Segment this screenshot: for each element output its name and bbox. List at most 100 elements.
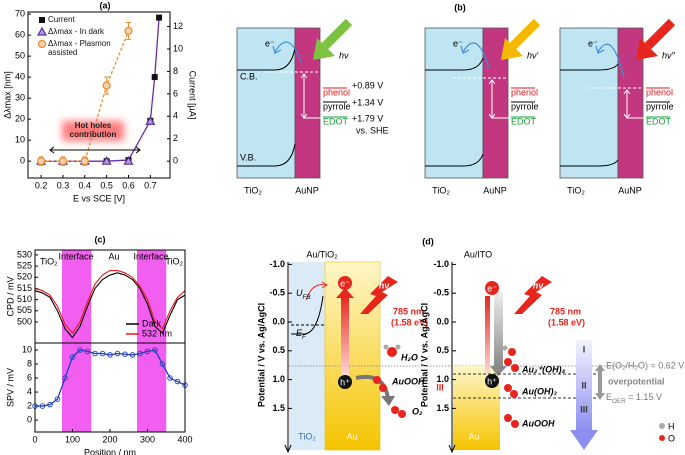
data-point (37, 157, 46, 166)
data-point (144, 348, 151, 355)
semiconductor (236, 27, 296, 179)
wavelength-label: 785 nm (550, 306, 581, 316)
data-point (167, 375, 173, 381)
axis-tick-label: 0.0 (272, 316, 285, 326)
photon-arrow (509, 18, 541, 50)
diagram-title: Au/TiO₂ (306, 249, 338, 259)
data-point (145, 116, 156, 125)
axis-tick-label: 1.5 (272, 403, 285, 413)
atom (504, 414, 512, 422)
y2-tick-label: 6 (173, 88, 178, 98)
species-label: Au(OH)₃ (521, 386, 557, 396)
data-point (62, 375, 68, 381)
molecule-label: EDOT (646, 116, 672, 126)
data-point (174, 378, 181, 385)
legend-label: 532 nm (142, 328, 172, 338)
panel-label: (a) (100, 0, 111, 10)
legend-label: Δλmax - In dark (48, 27, 105, 36)
series-line (41, 30, 130, 162)
carrier-label: e⁻ (487, 283, 497, 293)
fermi-label: EF (296, 328, 307, 341)
data-point (137, 350, 143, 357)
annotation-box: Hot holes contribution (69, 121, 117, 139)
stage-label: III (436, 382, 444, 392)
diagram-title: Au/ITO (464, 249, 492, 259)
plot-frame (34, 342, 186, 433)
y-tick-label: 20 (15, 114, 25, 124)
atom (387, 347, 397, 357)
atom (511, 364, 519, 372)
photon-arrow-head (313, 38, 335, 60)
data-point (124, 26, 133, 36)
equilibrium-label: E(O₂/H₂O) = 0.62 V (606, 360, 684, 370)
reaction-arrow-head (570, 430, 598, 450)
carrier (485, 374, 499, 388)
highlight-band (62, 250, 92, 432)
transfer-arrow-head (381, 396, 395, 406)
y-tick-label: 0 (20, 156, 25, 166)
y-tick-label: 50 (15, 51, 25, 61)
valence-band (560, 159, 619, 167)
data-point (102, 81, 111, 90)
y2-axis-label: Current [µA] (188, 71, 198, 120)
y-tick-label: 4 (27, 386, 32, 396)
atom-legend-label: H (668, 421, 675, 431)
x-tick-label: 0.4 (79, 180, 92, 190)
axis-tick-label: 0.5 (272, 345, 285, 355)
carrier (485, 281, 499, 295)
photon-arrow (644, 18, 676, 50)
annotation: Interface (133, 251, 168, 261)
metal-label: Au (468, 431, 479, 441)
atom (379, 384, 387, 392)
axis-tick-label: 0.5 (436, 345, 449, 355)
y-tick-label: 505 (17, 305, 32, 315)
species-label: O₂ (412, 406, 423, 416)
legend-label: Dark (142, 318, 162, 328)
y-tick-label: 515 (17, 283, 32, 293)
potential-label: +1.79 V (352, 113, 383, 123)
molecule-label: phenol (323, 87, 350, 97)
x-tick-label: 0.2 (35, 180, 48, 190)
overpotential-arrow-head (595, 393, 605, 400)
annotation: TiO₂ (40, 256, 58, 266)
photon-arrow-head (501, 38, 523, 60)
conduction-band (425, 57, 484, 71)
data-point (54, 396, 61, 402)
y2-tick-label: 10 (173, 43, 183, 53)
highlight-band (137, 250, 167, 432)
electron-label: e⁻ (265, 38, 275, 48)
x-tick-label: 200 (102, 434, 117, 444)
x-tick-label: 0.6 (122, 180, 135, 190)
x-tick-label: 400 (177, 434, 192, 444)
oer-label-part: OER (612, 398, 626, 405)
axis-tick-label: -0.5 (269, 288, 285, 298)
excitation-arrow (485, 296, 490, 374)
y-tick-label: 500 (17, 316, 32, 326)
atom (504, 358, 512, 366)
annotation: Interface (58, 251, 93, 261)
x-tick-label: 300 (140, 434, 155, 444)
x-tick-label: 0.7 (144, 180, 157, 190)
axis-tick-label: -1.0 (433, 259, 449, 269)
atom (504, 384, 512, 392)
series-line (34, 272, 186, 339)
y-tick-label: 530 (17, 249, 32, 259)
y-axis-label: SPV / mV (5, 368, 15, 407)
atom (395, 344, 401, 350)
flatband-label-part: FB (303, 294, 311, 301)
y-axis-label: Δλmax [nm] (2, 71, 12, 119)
electron-transfer (597, 43, 625, 79)
legend-label: Δλmax - Plasmon assisted (48, 39, 111, 57)
axis-title: Potential / V vs. Ag/AgCl (419, 303, 429, 407)
metal-label: AuNP (295, 185, 319, 195)
atom (391, 406, 399, 414)
flatband-label: UFB (296, 288, 311, 301)
panel-label: (d) (422, 236, 434, 246)
annotation: Hot holes contribution (69, 121, 117, 139)
metal-label: AuNP (618, 185, 642, 195)
conduction-band (237, 47, 296, 71)
y-tick-label: 510 (17, 294, 32, 304)
species-label: H₂O (401, 352, 418, 362)
molecule-label: EDOT (323, 116, 349, 126)
y-tick-label: 8 (27, 358, 32, 368)
